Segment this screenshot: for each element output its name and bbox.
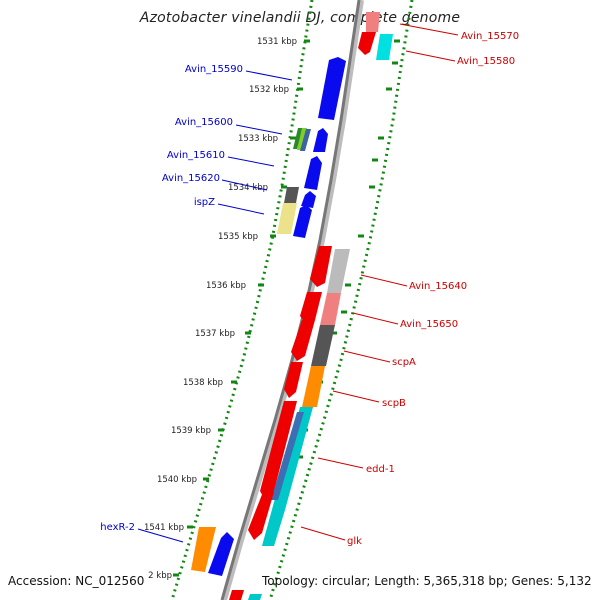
gene-avin-15610-a bbox=[313, 128, 328, 152]
label-hexr2: hexR-2 bbox=[100, 522, 135, 533]
ruler-label-1536: 1536 kbp bbox=[206, 281, 246, 291]
label-avin-15570: Avin_15570 bbox=[461, 31, 519, 42]
gene-orange bbox=[302, 366, 325, 407]
gene-red-1 bbox=[310, 246, 332, 287]
right-callouts bbox=[300, 23, 459, 541]
gene-avin-15620-b bbox=[301, 191, 316, 208]
label-avin-15620: Avin_15620 bbox=[162, 173, 220, 184]
gene-avin-15600-c bbox=[300, 129, 311, 151]
gene-blue-stripe bbox=[271, 412, 304, 500]
backbone-shadow bbox=[221, 0, 364, 600]
ruler-label-1537: 1537 kbp bbox=[195, 329, 235, 339]
ruler-label-1531: 1531 kbp bbox=[257, 37, 297, 47]
gene-cyan-bottom bbox=[248, 594, 262, 600]
gene-red-4 bbox=[284, 362, 303, 398]
gene-avin-15600-b bbox=[297, 128, 307, 150]
gene-lightgrey bbox=[327, 249, 350, 293]
ruler-label-1535: 1535 kbp bbox=[218, 232, 258, 242]
label-edd1: edd-1 bbox=[366, 464, 395, 475]
topology-label: Topology: circular; Length: 5,365,318 bp… bbox=[262, 574, 592, 588]
gene-ispz-blue bbox=[293, 205, 312, 238]
gene-avin-15600-a bbox=[293, 128, 303, 149]
gene-avin-15580 bbox=[376, 34, 393, 60]
label-ispz: ispZ bbox=[194, 197, 215, 208]
label-avin-15610: Avin_15610 bbox=[167, 150, 225, 161]
label-avin-15590: Avin_15590 bbox=[185, 64, 243, 75]
label-scpb: scpB bbox=[382, 398, 406, 409]
gene-avin-15620-a bbox=[284, 187, 299, 203]
gene-cyan-long bbox=[262, 407, 313, 546]
gene-avin-15590 bbox=[318, 57, 346, 120]
gene-red-2 bbox=[300, 292, 322, 325]
ruler-label-1533: 1533 kbp bbox=[238, 134, 278, 144]
ruler-label-1541: 1541 kbp bbox=[144, 523, 184, 533]
gene-ispz-khaki bbox=[277, 203, 297, 234]
gene-hexr2-orange bbox=[191, 527, 216, 572]
left-callouts bbox=[137, 70, 293, 543]
outer-ruler-track bbox=[170, 0, 314, 600]
ruler-label-1540: 1540 kbp bbox=[157, 475, 197, 485]
label-glk: glk bbox=[347, 536, 362, 547]
ruler-label-1532: 1532 kbp bbox=[249, 85, 289, 95]
gene-red-6 bbox=[248, 492, 274, 540]
accession-label: Accession: NC_012560 bbox=[8, 574, 145, 588]
gene-avin-15610-b bbox=[304, 156, 322, 190]
reverse-genes bbox=[229, 12, 393, 600]
gene-grey bbox=[311, 325, 335, 366]
map-title: Azotobacter vinelandii DJ, complete geno… bbox=[139, 10, 461, 26]
forward-genes bbox=[191, 57, 346, 576]
ruler-label-1539: 1539 kbp bbox=[171, 426, 211, 436]
label-avin-15600: Avin_15600 bbox=[175, 117, 233, 128]
gene-red-3 bbox=[291, 320, 315, 361]
ruler-label-1534: 1534 kbp bbox=[228, 183, 268, 193]
ruler-label-1542: 2 kbp bbox=[148, 571, 172, 581]
gene-hexr2-blue bbox=[208, 532, 234, 576]
gene-red-bottom bbox=[229, 590, 244, 600]
major-ticks bbox=[173, 39, 310, 577]
gene-red-5 bbox=[260, 401, 297, 500]
label-avin-15580: Avin_15580 bbox=[457, 56, 515, 67]
label-scpa: scpA bbox=[392, 357, 416, 368]
label-avin-15650: Avin_15650 bbox=[400, 319, 458, 330]
label-avin-15640: Avin_15640 bbox=[409, 281, 467, 292]
gene-avin-15570-red bbox=[358, 32, 376, 55]
gene-pink bbox=[320, 293, 341, 325]
ruler-label-1538: 1538 kbp bbox=[183, 378, 223, 388]
gene-avin-15570-pink bbox=[366, 12, 380, 32]
